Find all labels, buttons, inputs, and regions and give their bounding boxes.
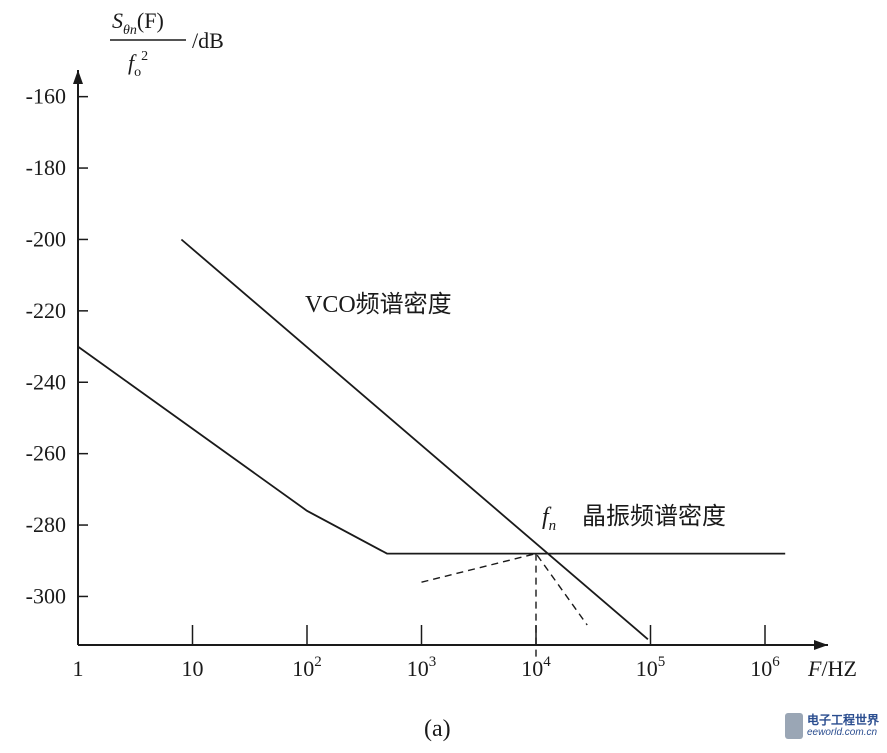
ylabel-numerator-paren: (F) [137,8,164,33]
y-tick-label: -260 [26,441,66,466]
y-tick-label: -180 [26,155,66,180]
fn-annotation: fn [542,504,556,534]
x-tick-exponent: 5 [658,654,666,670]
vco-annotation: VCO频谱密度 [305,291,452,318]
ylabel-denominator-sub: o [134,65,141,80]
x-tick-base: 10 [407,656,429,681]
x-tick-label: 103 [407,654,437,681]
x-tick-exponent: 3 [429,654,437,670]
x-tick-label: 102 [292,654,322,681]
crystal-density-line [77,345,786,555]
ylabel-numerator-main: S [112,8,123,33]
watermark-line1: 电子工程世界 [807,713,880,727]
y-axis-arrow-icon [73,70,83,84]
svg-text:F/HZ: F/HZ [807,656,857,681]
x-tick-base: 10 [292,656,314,681]
x-tick-exponent: 6 [772,654,780,670]
xlabel-unit: /HZ [821,656,856,681]
series-layer [77,238,786,658]
x-axis-arrow-icon [814,640,828,650]
svg-text:Sθn(F): Sθn(F) [112,8,164,38]
x-tick-base: 10 [182,656,204,681]
x-tick-label: 104 [521,654,551,681]
watermark-logo-icon [785,713,803,739]
x-tick-base: 1 [73,656,84,681]
watermark-line2: eeworld.com.cn [807,727,878,738]
x-tick-label: 105 [636,654,666,681]
y-tick-label: -300 [26,583,66,608]
svg-text:fo2: fo2 [128,49,148,80]
y-tick-label: -220 [26,298,66,323]
x-axis-label: F/HZ [807,656,857,681]
ylabel-unit: /dB [192,28,224,53]
y-axis-label: Sθn(F) fo2 /dB [110,8,224,80]
x-tick-base: 10 [750,656,772,681]
axes [73,70,828,650]
y-tick-label: -200 [26,226,66,251]
y-tick-label: -280 [26,512,66,537]
xlabel-main: F [807,656,822,681]
dashed-guide-line [421,552,588,626]
x-tick-label: 10 [182,656,204,681]
watermark: 电子工程世界 eeworld.com.cn [785,709,881,749]
x-tick-exponent: 2 [314,654,322,670]
fn-main: f [542,504,552,530]
x-tick-base: 10 [521,656,543,681]
x-tick-label: 106 [750,654,780,681]
x-tick-exponent: 4 [543,654,551,670]
x-tick-label: 1 [73,656,84,681]
y-tick-label: -240 [26,369,66,394]
ylabel-denominator-sup: 2 [141,49,148,64]
figure-caption: (a) [424,716,451,742]
ylabel-denominator-main: f [128,50,137,75]
crystal-annotation: 晶振频谱密度 [582,503,726,530]
x-tick-base: 10 [636,656,658,681]
y-tick-label: -160 [26,84,66,109]
vco-density-line [180,238,649,640]
fn-sub: n [549,518,557,534]
ylabel-numerator-sub: θn [123,23,137,38]
